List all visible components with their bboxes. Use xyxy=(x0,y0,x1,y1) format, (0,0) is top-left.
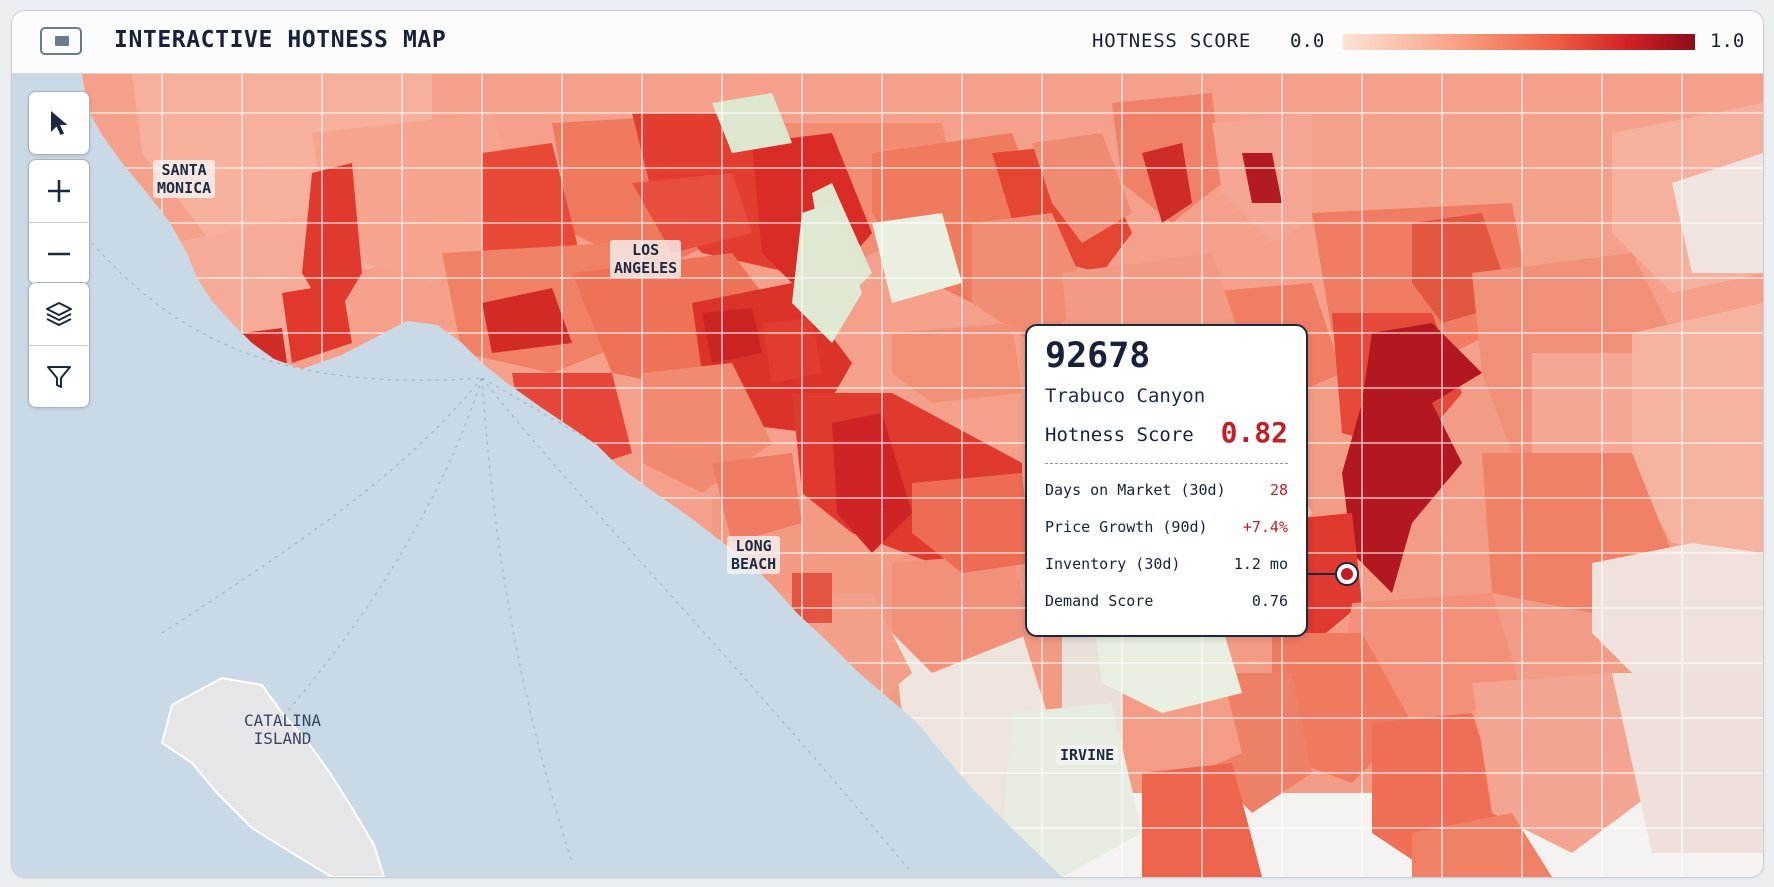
metric-row-days-on-market: Days on Market (30d) 28 xyxy=(1045,481,1288,503)
label-los-angeles-line2: ANGELES xyxy=(614,259,678,277)
select-tool-button[interactable] xyxy=(29,92,89,154)
metric-row-inventory: Inventory (30d) 1.2 mo xyxy=(1045,555,1288,577)
zoom-tool-group xyxy=(28,159,90,285)
layers-icon xyxy=(46,302,72,326)
popup-zip-code: 92678 xyxy=(1045,336,1151,376)
label-long-beach-line1: LONG xyxy=(735,537,772,555)
select-tool-group xyxy=(28,91,90,155)
metric-label: Demand Score xyxy=(1045,592,1154,610)
popup-score-value: 0.82 xyxy=(1220,416,1288,449)
popup-divider xyxy=(1045,463,1288,464)
legend-max-label: 1.0 xyxy=(1710,30,1745,52)
label-santa-monica: SANTA MONICA xyxy=(153,160,216,198)
label-los-angeles: LOS ANGELES xyxy=(610,240,682,278)
metric-value: +7.4% xyxy=(1242,518,1288,536)
popup-connector xyxy=(1308,573,1335,575)
legend-color-bar xyxy=(1343,34,1695,50)
zip-info-popup: 92678 Trabuco Canyon Hotness Score 0.82 … xyxy=(1025,324,1308,637)
catalina-island xyxy=(160,676,386,877)
metric-row-price-growth: Price Growth (90d) +7.4% xyxy=(1045,518,1288,540)
metric-label: Price Growth (90d) xyxy=(1045,518,1208,536)
label-catalina-island: CATALINA ISLAND xyxy=(240,711,325,749)
label-irvine: IRVINE xyxy=(1056,745,1119,765)
map-canvas[interactable]: SANTA MONICA LOS ANGELES LONG BEACH CATA… xyxy=(12,73,1763,877)
metric-value: 28 xyxy=(1269,481,1288,499)
label-catalina-line1: CATALINA xyxy=(244,711,322,730)
metric-row-demand-score: Demand Score 0.76 xyxy=(1045,592,1288,614)
zoom-out-button[interactable] xyxy=(29,222,89,284)
layer-tool-group xyxy=(28,282,90,408)
label-irvine-line1: IRVINE xyxy=(1060,746,1115,764)
map-svg[interactable] xyxy=(12,73,1763,877)
filter-icon xyxy=(47,365,71,388)
ocean-routes xyxy=(91,242,953,874)
metric-value: 0.76 xyxy=(1251,592,1288,610)
metric-label: Days on Market (30d) xyxy=(1045,481,1226,499)
marker-dot xyxy=(1341,568,1353,580)
minus-icon xyxy=(48,252,70,255)
page-title: INTERACTIVE HOTNESS MAP xyxy=(114,27,447,53)
popup-area-name: Trabuco Canyon xyxy=(1045,385,1206,407)
panel-toggle-icon[interactable] xyxy=(40,27,82,55)
metric-label: Inventory (30d) xyxy=(1045,555,1181,573)
header-bar: INTERACTIVE HOTNESS MAP HOTNESS SCORE 0.… xyxy=(12,11,1763,74)
panel-toggle-pip xyxy=(55,36,69,46)
cursor-arrow-icon xyxy=(51,111,68,135)
label-long-beach-line2: BEACH xyxy=(731,555,777,573)
legend-min-label: 0.0 xyxy=(1290,30,1325,52)
label-santa-monica-line1: SANTA xyxy=(161,161,207,179)
metric-value: 1.2 mo xyxy=(1233,555,1288,573)
plus-icon xyxy=(48,180,70,202)
selected-location-marker[interactable] xyxy=(1335,562,1359,586)
zoom-in-button[interactable] xyxy=(29,160,89,222)
label-catalina-line2: ISLAND xyxy=(253,729,312,748)
label-long-beach: LONG BEACH xyxy=(727,536,781,574)
label-santa-monica-line2: MONICA xyxy=(157,179,212,197)
filter-button[interactable] xyxy=(29,345,89,407)
map-window: INTERACTIVE HOTNESS MAP HOTNESS SCORE 0.… xyxy=(11,10,1764,878)
layers-button[interactable] xyxy=(29,283,89,345)
legend-title: HOTNESS SCORE xyxy=(1092,30,1252,52)
popup-score-label: Hotness Score xyxy=(1045,424,1194,446)
label-los-angeles-line1: LOS xyxy=(632,241,660,259)
